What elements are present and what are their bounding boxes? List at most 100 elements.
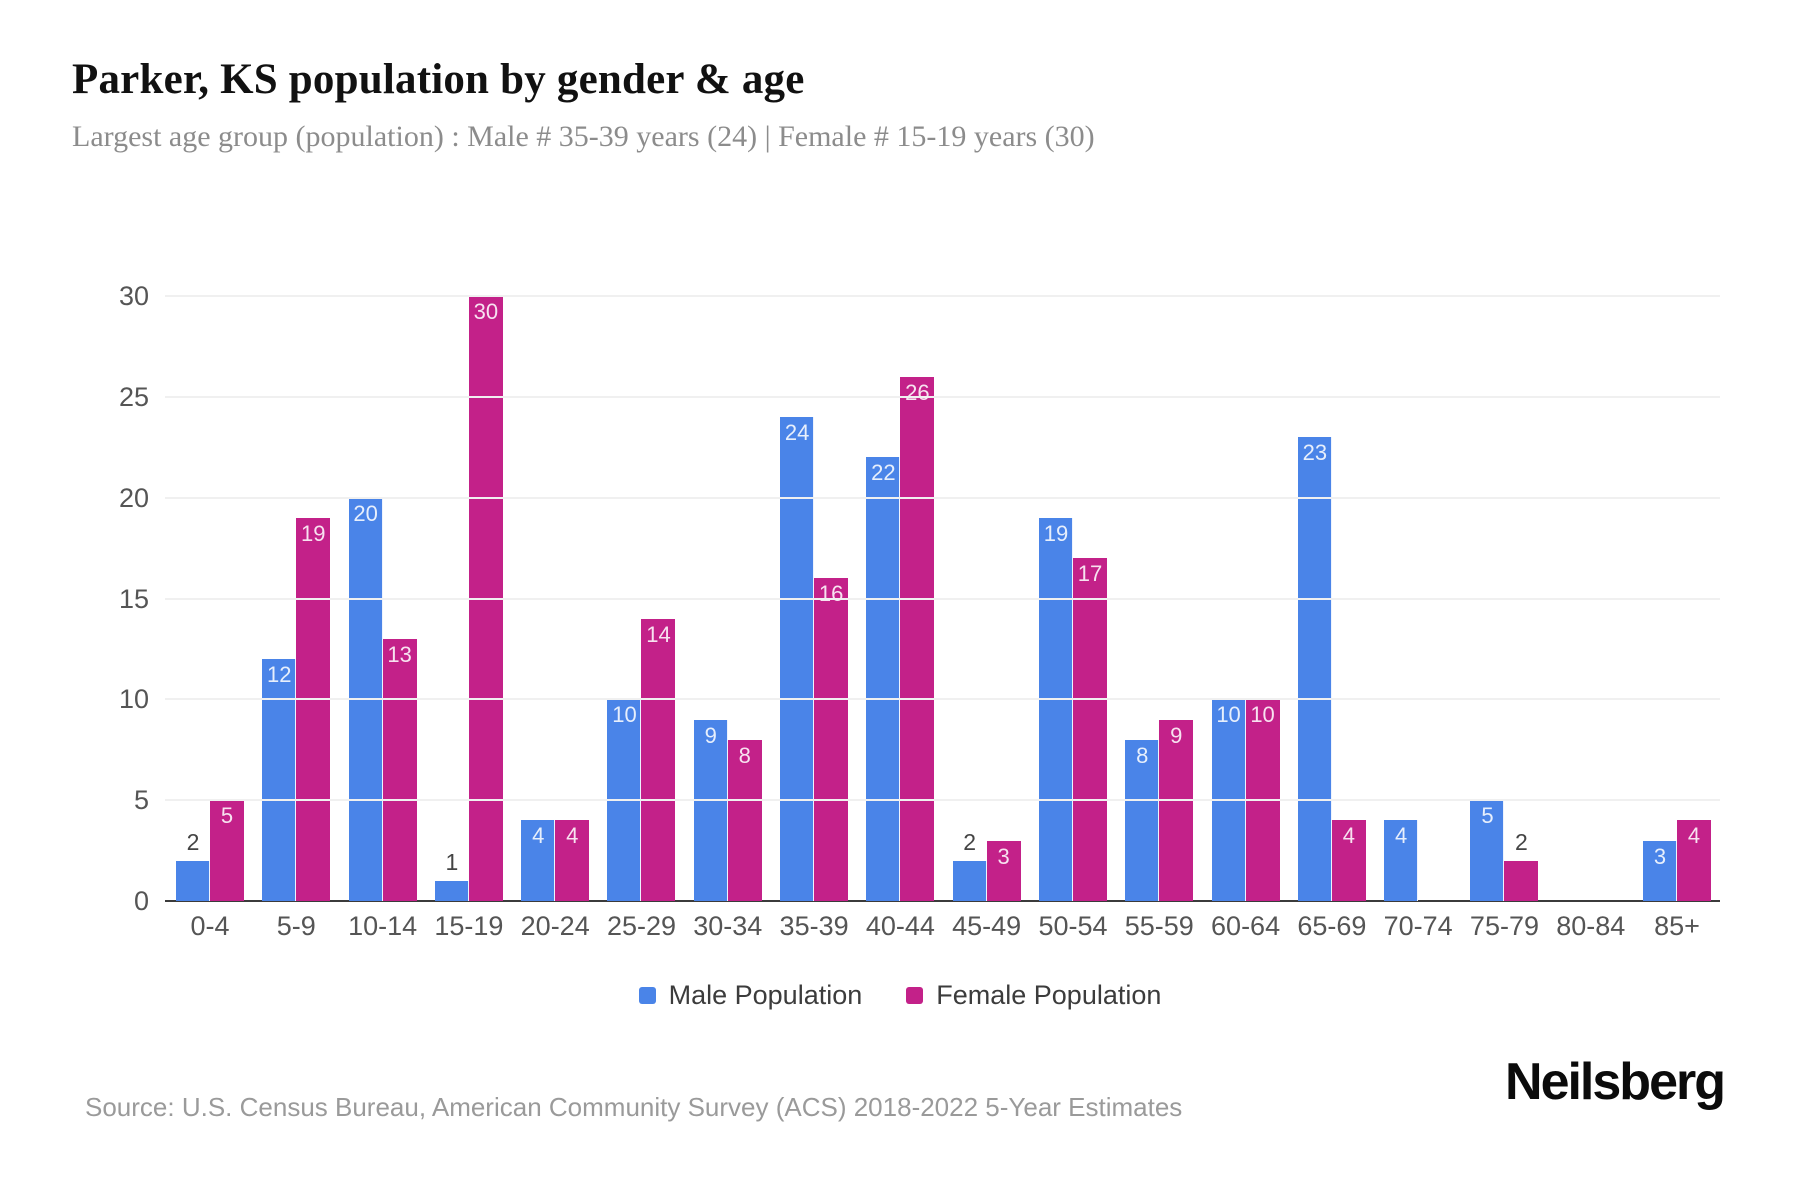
x-axis-category-label: 70-74	[1383, 911, 1453, 941]
bar-value-label: 4	[1687, 823, 1701, 849]
bar-male	[434, 880, 469, 901]
x-axis-category-label: 85+	[1654, 911, 1700, 941]
x-axis-category-label: 65-69	[1297, 911, 1367, 941]
legend: Male Population Female Population	[0, 980, 1800, 1011]
bar-group: 10 14 25-29	[607, 296, 676, 941]
bar-female	[382, 638, 417, 901]
bar-male	[1470, 800, 1505, 901]
gridline	[165, 698, 1720, 701]
bar-group: 2 5 0-4	[176, 296, 244, 941]
bar-value-label: 9	[1170, 722, 1183, 748]
y-axis-tick-label: 25	[118, 381, 149, 412]
bar-value-label: 9	[704, 722, 717, 748]
x-axis-category-label: 25-29	[606, 911, 677, 941]
bar-female	[1072, 558, 1107, 901]
x-axis-category-label: 30-34	[693, 911, 763, 941]
bar-female	[900, 376, 935, 901]
x-axis-category-label: 5-9	[276, 911, 316, 941]
x-axis-category-label: 50-54	[1038, 911, 1108, 941]
bar-group: 22 26 40-44	[866, 296, 935, 941]
gridline	[165, 799, 1720, 802]
page-title: Parker, KS population by gender & age	[72, 56, 805, 103]
bar-female	[986, 840, 1021, 901]
female-legend-swatch-icon	[906, 987, 924, 1004]
bar-male	[1384, 820, 1419, 901]
y-axis-tick-label: 5	[133, 785, 149, 816]
bar-male	[176, 860, 210, 901]
bar-group: 4 4 20-24	[521, 296, 590, 941]
bar-value-label: 2	[963, 828, 977, 855]
bar-value-label: 3	[997, 843, 1010, 869]
bar-value-label: 20	[353, 500, 378, 526]
y-axis-tick-label: 10	[118, 684, 149, 715]
legend-label-female: Female Population	[936, 980, 1162, 1010]
bar-male	[866, 457, 901, 901]
bar-male	[780, 417, 815, 901]
x-axis-category-label: 60-64	[1211, 911, 1281, 941]
bar-group: 80-84	[1556, 296, 1625, 941]
x-axis-category-label: 20-24	[520, 911, 590, 941]
y-axis-tick-label: 0	[133, 886, 149, 916]
x-axis-category-label: 80-84	[1556, 911, 1626, 941]
bar-value-label: 1	[445, 848, 459, 875]
bar-value-label: 13	[387, 641, 412, 667]
y-axis-tick-label: 15	[118, 583, 149, 614]
bar-value-label: 2	[1515, 828, 1528, 855]
bar-female	[1677, 820, 1712, 901]
bar-male	[1125, 739, 1160, 901]
bar-value-label: 4	[532, 823, 545, 849]
legend-label-male: Male Population	[668, 980, 863, 1010]
bar-male	[521, 820, 556, 901]
plot-area: 2 5 0-4 12 19 5-9 20 13 10-14 1 30 15-19 4 4 20-24 10 14…	[119, 281, 1720, 941]
bar-value-label: 16	[818, 581, 844, 607]
bar-group: 19 17 50-54	[1038, 296, 1108, 941]
x-axis-category-label: 10-14	[348, 911, 418, 941]
bar-value-label: 2	[186, 828, 200, 855]
bar-female	[210, 800, 244, 901]
bar-value-label: 5	[1481, 803, 1494, 829]
bar-group: 3 4 85+	[1643, 296, 1712, 941]
bar-value-label: 3	[1653, 843, 1667, 869]
brand-logo: Neilsberg	[1505, 1053, 1726, 1111]
bar-value-label: 19	[1043, 520, 1069, 546]
bar-value-label: 8	[738, 742, 751, 768]
bar-value-label: 14	[646, 621, 671, 647]
x-axis-line	[165, 900, 1720, 902]
bar-female	[296, 517, 331, 901]
bar-female	[1504, 860, 1539, 901]
bar-group: 2 3 45-49	[952, 296, 1021, 941]
gridline	[165, 395, 1720, 398]
bar-female	[1331, 820, 1366, 901]
gridline	[165, 496, 1720, 499]
x-axis-category-label: 35-39	[779, 911, 849, 941]
x-axis-category-label: 15-19	[434, 911, 504, 941]
bar-value-label: 23	[1302, 440, 1328, 466]
bar-female	[814, 578, 849, 901]
bar-value-label: 8	[1136, 742, 1149, 768]
bar-value-label: 12	[267, 662, 292, 687]
male-legend-swatch-icon	[638, 987, 656, 1004]
bar-value-label: 26	[905, 379, 930, 405]
bar-male	[693, 719, 728, 901]
bar-value-label: 24	[784, 420, 810, 445]
y-axis-tick-label: 30	[118, 281, 149, 311]
legend-item-male: Male Population	[638, 980, 863, 1011]
bar-groups-container: 2 5 0-4 12 19 5-9 20 13 10-14 1 30 15-19 4 4 20-24 10 14…	[165, 296, 1720, 941]
bar-value-label: 5	[220, 803, 234, 829]
y-axis-tick-label: 20	[118, 482, 149, 513]
bar-female	[1159, 719, 1194, 901]
bar-value-label: 30	[473, 299, 499, 324]
bar-female	[727, 739, 762, 901]
bar-value-label: 4	[566, 823, 579, 849]
x-axis-category-label: 0-4	[190, 911, 230, 941]
bar-value-label: 4	[1342, 823, 1355, 849]
bar-group: 4 70-74	[1384, 296, 1453, 941]
bar-male	[1297, 437, 1332, 901]
gridline	[165, 295, 1720, 297]
bar-female	[641, 618, 676, 901]
bar-value-label: 10	[1250, 702, 1275, 728]
x-axis-category-label: 45-49	[952, 911, 1022, 941]
bar-group: 8 9 55-59	[1125, 296, 1194, 941]
bar-value-label: 10	[612, 702, 637, 728]
